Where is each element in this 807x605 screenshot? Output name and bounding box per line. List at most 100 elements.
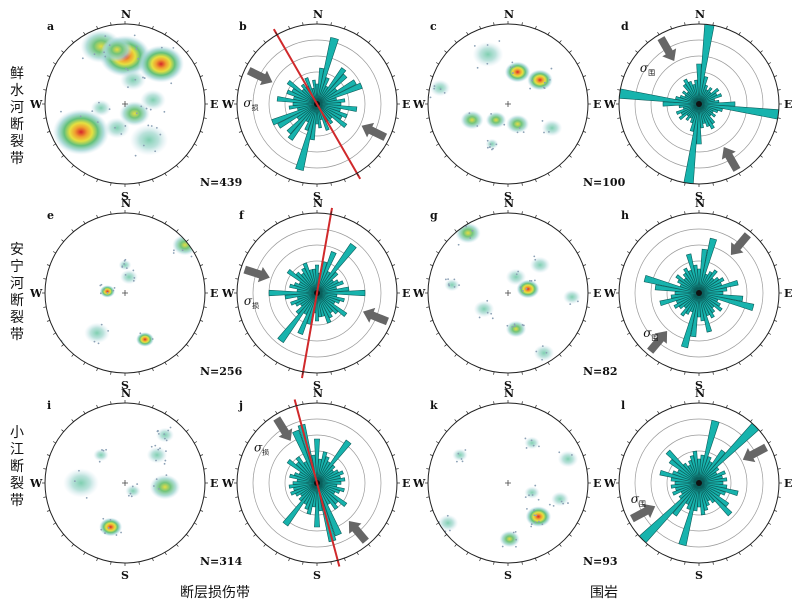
pole-point xyxy=(129,492,132,495)
azimuth-tick xyxy=(203,89,207,91)
pole-point xyxy=(529,87,532,90)
compass-s: S xyxy=(313,379,321,392)
pole-point xyxy=(124,258,127,261)
pole-point xyxy=(490,113,493,115)
azimuth-tick xyxy=(586,496,590,498)
pole-point xyxy=(464,449,467,451)
azimuth-tick xyxy=(559,165,562,168)
azimuth-tick xyxy=(738,220,741,224)
compass-e: E xyxy=(210,98,218,111)
azimuth-tick xyxy=(466,31,469,35)
stress-arrow xyxy=(273,416,293,441)
azimuth-tick xyxy=(356,220,359,224)
pole-point xyxy=(113,287,116,289)
pole-point xyxy=(164,459,167,462)
azimuth-tick xyxy=(493,22,495,26)
pole-point xyxy=(99,292,102,295)
azimuth-tick xyxy=(521,182,523,186)
sigma-subscript: 损 xyxy=(252,301,259,310)
azimuth-tick xyxy=(583,320,587,322)
azimuth-tick xyxy=(712,182,714,186)
azimuth-tick xyxy=(726,214,728,218)
pole-point xyxy=(525,447,528,449)
compass-n: N xyxy=(695,197,705,210)
bottom-label-host-rock: 围岩 xyxy=(590,585,618,601)
sample-count: N=82 xyxy=(583,365,618,378)
azimuth-tick xyxy=(194,522,198,525)
azimuth-tick xyxy=(635,534,638,537)
pole-point xyxy=(522,131,525,134)
pole-point xyxy=(62,351,65,354)
row-label-char: 河 xyxy=(10,276,24,292)
pole-point xyxy=(100,528,103,531)
azimuth-tick xyxy=(583,75,587,77)
pole-point xyxy=(81,57,84,60)
sample-count: N=93 xyxy=(583,555,618,568)
azimuth-tick xyxy=(378,239,381,242)
pole-point xyxy=(532,444,535,447)
bottom-label-damage-zone: 断层损伤带 xyxy=(180,585,250,601)
pole-point xyxy=(522,324,525,327)
pole-point xyxy=(79,115,82,118)
azimuth-tick xyxy=(164,31,167,35)
azimuth-tick xyxy=(253,344,256,347)
azimuth-tick xyxy=(238,264,242,266)
rose-petal xyxy=(682,462,700,484)
azimuth-tick xyxy=(583,510,587,512)
azimuth-tick xyxy=(253,534,256,537)
azimuth-tick xyxy=(194,251,198,254)
azimuth-tick xyxy=(454,40,457,43)
rose-petal xyxy=(292,481,318,485)
azimuth-tick xyxy=(176,165,179,168)
pole-point xyxy=(165,439,168,442)
azimuth-tick xyxy=(454,354,457,357)
row-label-anninghe: 安宁河断裂带 xyxy=(8,242,26,344)
compass-s: S xyxy=(121,569,129,582)
azimuth-tick xyxy=(244,441,248,444)
pole-point xyxy=(542,86,545,89)
pole-point xyxy=(570,454,573,456)
compass-n: N xyxy=(121,8,131,21)
azimuth-tick xyxy=(750,40,753,43)
rose-petal xyxy=(295,271,318,294)
stress-arrow-shape xyxy=(647,330,668,354)
azimuth-tick xyxy=(395,89,399,91)
pole-point xyxy=(192,233,194,236)
azimuth-tick xyxy=(684,401,686,405)
rose-petal xyxy=(672,482,700,496)
azimuth-tick xyxy=(645,419,648,422)
pole-point xyxy=(159,447,161,450)
pole-point xyxy=(509,66,512,69)
rose-ring xyxy=(634,39,764,169)
rose-petal xyxy=(316,477,346,484)
azimuth-tick xyxy=(670,25,672,29)
rose-petal xyxy=(682,90,700,105)
compass-w: W xyxy=(603,287,617,300)
azimuth-tick xyxy=(356,552,359,556)
pole-point xyxy=(55,338,57,341)
rose-petal xyxy=(698,93,723,105)
compass-w: W xyxy=(221,287,235,300)
panel-letter: h xyxy=(621,209,629,222)
azimuth-tick xyxy=(774,75,778,77)
density-blob xyxy=(499,530,520,548)
pole-point xyxy=(486,62,489,65)
rose-petal xyxy=(688,80,700,105)
pole-point xyxy=(489,143,492,146)
azimuth-tick xyxy=(288,25,290,29)
azimuth-tick xyxy=(52,62,56,65)
pole-point xyxy=(170,82,173,85)
pole-point xyxy=(433,85,436,87)
azimuth-tick xyxy=(392,320,396,322)
pole-point xyxy=(143,77,146,79)
azimuth-tick xyxy=(194,62,198,65)
density-blob xyxy=(156,427,174,443)
rose-petal xyxy=(316,280,344,294)
azimuth-tick xyxy=(200,454,204,456)
density-blob xyxy=(90,99,112,117)
rose-petal xyxy=(672,482,700,517)
pole-point xyxy=(137,57,140,60)
rose-petal xyxy=(268,289,318,297)
